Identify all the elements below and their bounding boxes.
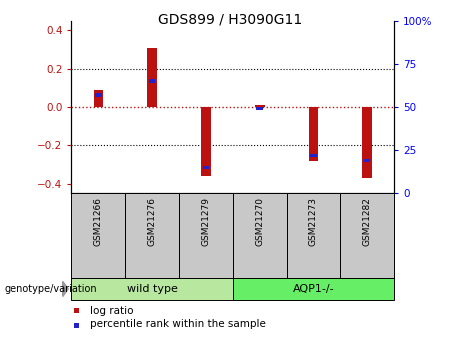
Text: GSM21282: GSM21282 — [363, 197, 372, 246]
Bar — [71, 278, 233, 300]
Bar — [310, 154, 317, 157]
Text: GSM21270: GSM21270 — [255, 197, 264, 246]
Bar — [256, 107, 263, 110]
Bar — [125, 193, 179, 278]
Text: GDS899 / H3090G11: GDS899 / H3090G11 — [159, 12, 302, 26]
Bar — [179, 193, 233, 278]
Bar — [201, 107, 211, 176]
Polygon shape — [63, 282, 68, 296]
Bar — [364, 159, 371, 162]
Bar — [203, 166, 209, 169]
Bar — [362, 107, 372, 178]
Bar — [255, 105, 265, 107]
Bar — [309, 107, 318, 161]
Bar — [149, 79, 155, 83]
Bar — [233, 278, 394, 300]
Bar — [95, 93, 101, 97]
Text: AQP1-/-: AQP1-/- — [293, 284, 334, 294]
Text: GSM21266: GSM21266 — [94, 197, 103, 246]
Text: percentile rank within the sample: percentile rank within the sample — [90, 319, 266, 329]
Text: GSM21273: GSM21273 — [309, 197, 318, 246]
Bar — [233, 193, 287, 278]
Text: genotype/variation: genotype/variation — [5, 284, 97, 294]
Bar — [71, 193, 125, 278]
Text: GSM21276: GSM21276 — [148, 197, 157, 246]
Text: wild type: wild type — [127, 284, 177, 294]
Text: log ratio: log ratio — [90, 306, 133, 315]
Bar — [148, 48, 157, 107]
Bar — [94, 90, 103, 107]
Text: GSM21279: GSM21279 — [201, 197, 210, 246]
Bar — [287, 193, 340, 278]
Bar — [340, 193, 394, 278]
